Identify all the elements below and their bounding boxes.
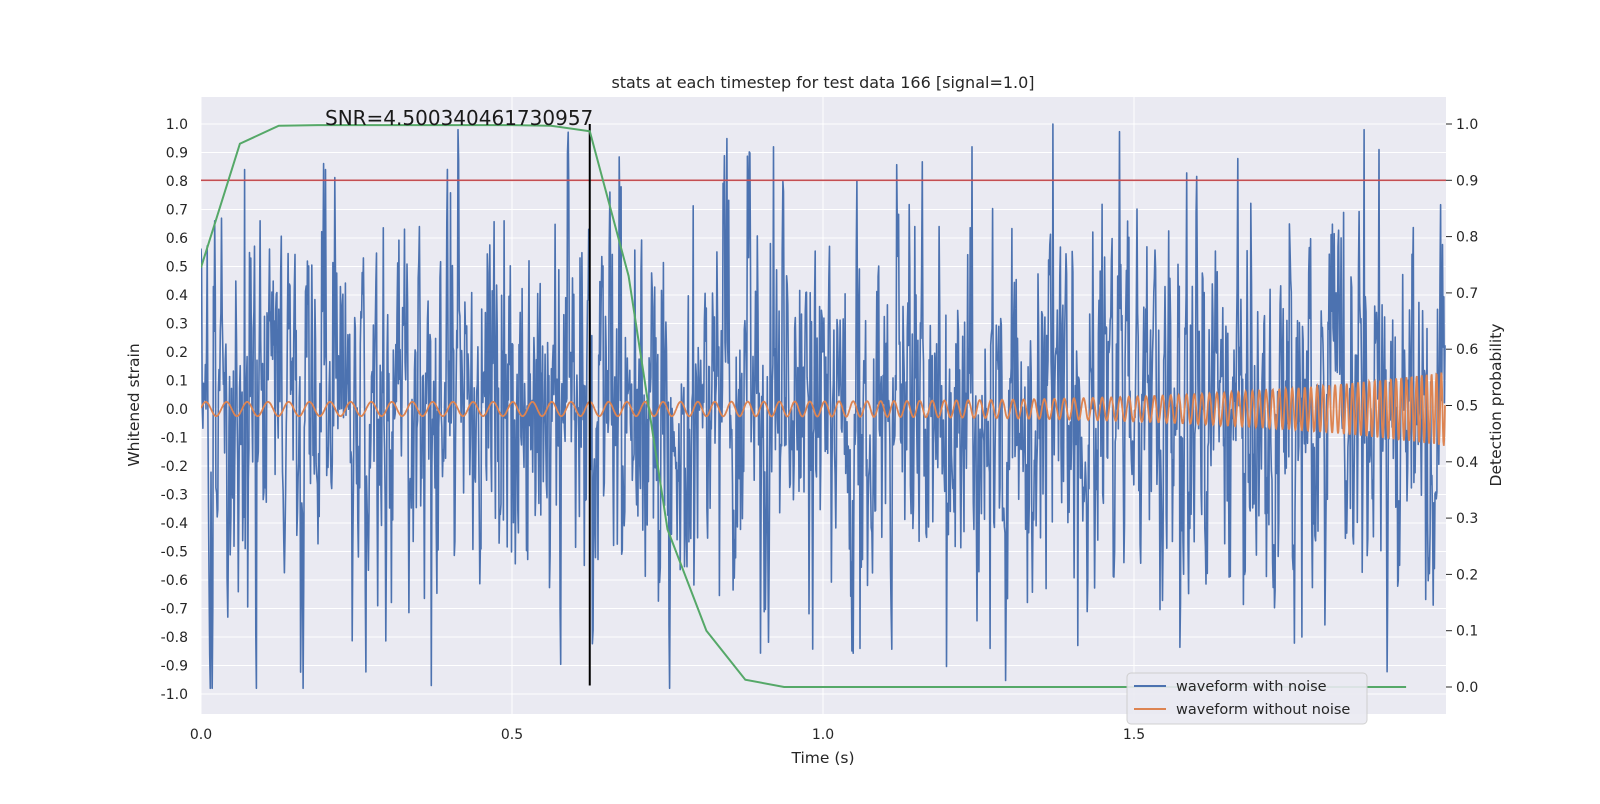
y-tick-label-left: -0.5 [161, 545, 188, 561]
legend-box [1126, 672, 1368, 725]
y-tick-label-left: 0.9 [166, 146, 188, 162]
y-tick-label-left: -0.6 [161, 573, 188, 589]
y-tick-label-left: 0.8 [166, 174, 188, 190]
x-tick-label: 0.0 [190, 727, 212, 743]
y-axis-label-right: Detection probability [1487, 324, 1505, 487]
y-tick-label-left: -0.4 [161, 516, 188, 532]
y-tick-label-left: 1.0 [166, 117, 188, 133]
y-tick-label-right: 0.2 [1456, 567, 1478, 583]
y-tick-label-right: 0.3 [1456, 511, 1478, 527]
y-tick-label-left: -0.7 [161, 602, 188, 618]
y-tick-label-left: -0.2 [161, 459, 188, 475]
x-axis-ticks: 0.0 0.5 1.0 1.5 [190, 727, 1145, 743]
y-axis-left-ticks: 1.0 0.9 0.8 0.7 0.6 0.5 0.4 0.3 0.2 0.1 0.0 -0.1 -0.… [161, 117, 188, 703]
series-waveform-without-noise [201, 372, 1446, 446]
y-tick-label-left: -0.9 [161, 659, 188, 675]
y-tick-label-left: 0.5 [166, 260, 188, 276]
y-tick-label-left: -1.0 [161, 687, 188, 703]
y-tick-label-left: 0.3 [166, 317, 188, 333]
y-tick-label-left: 0.7 [166, 203, 188, 219]
x-tick-label: 1.5 [1123, 727, 1145, 743]
legend: waveform with noise waveform without noi… [1126, 672, 1368, 725]
y-tick-label-right: 1.0 [1456, 117, 1478, 133]
line-waveform-without-noise [201, 372, 1446, 446]
y-tick-label-right: 0.8 [1456, 230, 1478, 246]
legend-label-noise: waveform with noise [1176, 679, 1327, 695]
y-tick-label-left: 0.6 [166, 231, 188, 247]
y-axis-right-ticks: 1.0 0.9 0.8 0.7 0.6 0.5 0.4 0.3 0.2 0.1 0.0 [1446, 117, 1478, 696]
x-tick-label: 0.5 [501, 727, 523, 743]
snr-annotation: SNR=4.500340461730957 [325, 106, 593, 130]
y-tick-label-right: 0.1 [1456, 624, 1478, 640]
legend-label-clean: waveform without noise [1176, 702, 1350, 718]
y-tick-label-right: 0.4 [1456, 455, 1478, 471]
y-tick-label-right: 0.6 [1456, 342, 1478, 358]
overlay-lines [201, 124, 1446, 686]
x-tick-label: 1.0 [812, 727, 834, 743]
y-tick-label-left: 0.4 [166, 288, 188, 304]
y-tick-label-right: 0.0 [1456, 680, 1478, 696]
y-tick-label-left: 0.1 [166, 374, 188, 390]
y-tick-label-left: -0.8 [161, 630, 188, 646]
chart-title: stats at each timestep for test data 166… [611, 73, 1034, 92]
x-axis-label: Time (s) [790, 749, 854, 767]
y-tick-label-left: 0.0 [166, 402, 188, 418]
y-tick-label-left: 0.2 [166, 345, 188, 361]
y-axis-label-left: Whitened strain [125, 343, 143, 466]
y-tick-label-left: -0.3 [161, 488, 188, 504]
y-tick-label-left: -0.1 [161, 431, 188, 447]
y-tick-label-right: 0.5 [1456, 399, 1478, 415]
y-tick-label-right: 0.7 [1456, 286, 1478, 302]
y-tick-label-right: 0.9 [1456, 173, 1478, 189]
